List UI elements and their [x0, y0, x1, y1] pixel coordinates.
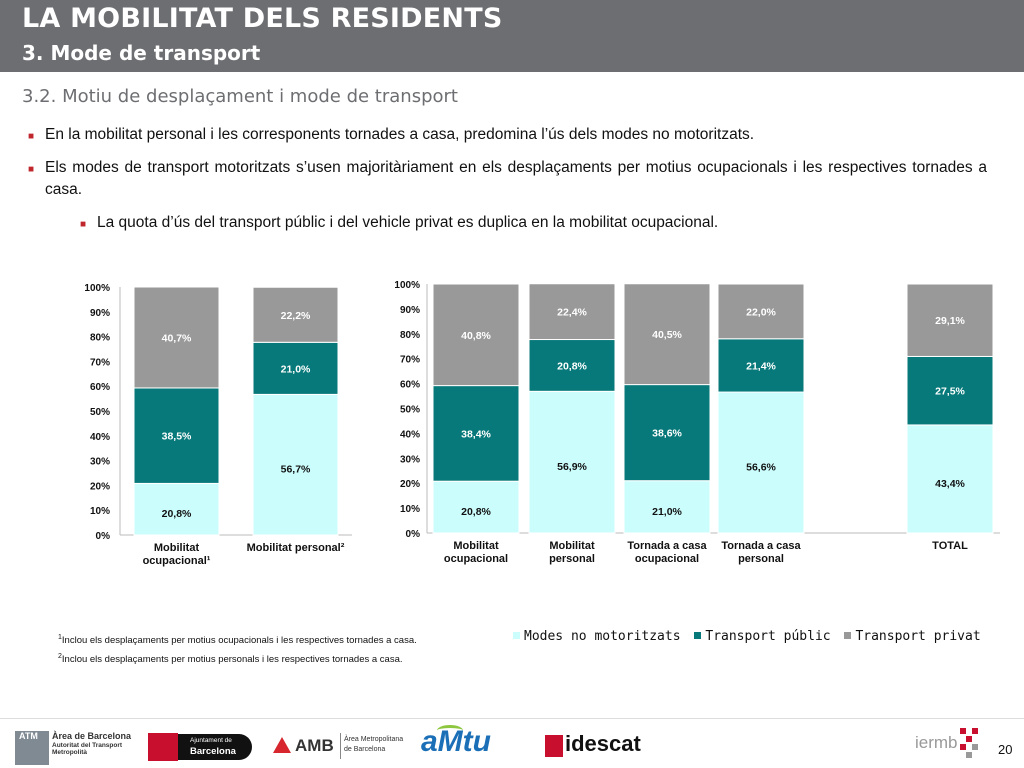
ajuntament-logo: Ajuntament de Barcelona [148, 725, 253, 765]
bar-segment [133, 286, 220, 389]
atm-line3: Metropolità [52, 749, 88, 756]
bullet-item: ■ En la mobilitat personal i les corresp… [28, 124, 995, 146]
bullet-square-icon: ■ [80, 219, 87, 230]
chart-legend: Modes no motoritzats Transport públic Tr… [513, 629, 987, 644]
footnote: 1Inclou els desplaçaments per motius ocu… [58, 634, 417, 646]
category-label: Mobilitat personal² [247, 542, 345, 554]
page-number: 20 [998, 742, 1013, 757]
y-tick-label: 60% [90, 382, 110, 393]
y-tick-label: 20% [90, 481, 110, 492]
y-tick-label: 70% [90, 357, 110, 368]
amb-triangle-icon [273, 737, 291, 753]
y-tick-label: 80% [90, 333, 110, 344]
y-tick-label: 90% [90, 308, 110, 319]
legend-swatch [694, 632, 702, 639]
data-label: 20,8% [162, 508, 192, 520]
footnote: 2Inclou els desplaçaments per motius per… [58, 653, 403, 665]
iermb-logo: iermb [915, 725, 985, 765]
bullet-text: La quota d’ús del transport públic i del… [97, 214, 719, 231]
page-title: LA MOBILITAT DELS RESIDENTS [22, 3, 503, 34]
page-subtitle: 3. Mode de transport [22, 41, 261, 65]
footnote-mark: 2 [58, 653, 62, 660]
header-bar: LA MOBILITAT DELS RESIDENTS 3. Mode de t… [0, 0, 1024, 72]
section-title: 3.2. Motiu de desplaçament i mode de tra… [22, 86, 458, 107]
iermb-name: iermb [915, 733, 958, 752]
atm-badge: ATM [19, 731, 38, 741]
bullet-square-icon: ■ [28, 131, 35, 142]
amtu-logo: aMtu [421, 725, 541, 765]
footnote-text: Inclou els desplaçaments per motius ocup… [61, 635, 417, 647]
amb-logo: AMB Àrea Metropolitana de Barcelona [273, 725, 403, 765]
footnote-text: Inclou els desplaçaments per motius pers… [61, 654, 403, 666]
ajuntament-shield-icon [148, 733, 178, 761]
y-tick-label: 50% [90, 407, 110, 418]
atm-logo: ATM Àrea de Barcelona Autoritat del Tran… [15, 725, 131, 765]
amb-line2: de Barcelona [344, 746, 386, 753]
footer-divider [0, 718, 1024, 719]
atm-line1: Àrea de Barcelona [52, 731, 132, 741]
legend-item-public: Transport públic [694, 629, 831, 644]
data-label: 40,7% [162, 332, 192, 344]
bar-segment [252, 341, 339, 395]
footnote-mark: 1 [58, 634, 62, 641]
category-label: ocupacional¹ [143, 555, 211, 567]
y-tick-label: 100% [84, 283, 110, 294]
amb-name: AMB [295, 736, 334, 755]
ajuntament-line1: Ajuntament de [190, 737, 232, 744]
ajuntament-logo-bar [178, 734, 252, 760]
legend-label: Transport públic [705, 629, 831, 644]
bar-segment [133, 387, 220, 484]
y-tick-label: 30% [90, 457, 110, 468]
bar-segment [133, 482, 220, 536]
legend-label: Transport privat [855, 629, 981, 644]
bullet-item: ■ La quota d’ús del transport públic i d… [80, 212, 977, 234]
amtu-swoosh-icon [437, 725, 463, 736]
ajuntament-line2: Barcelona [190, 746, 236, 757]
legend-swatch [844, 632, 852, 639]
legend-item-privat: Transport privat [844, 629, 981, 644]
category-label: Mobilitat [154, 542, 200, 554]
legend-swatch [513, 632, 520, 639]
bar-segment [252, 393, 339, 536]
y-tick-label: 40% [90, 432, 110, 443]
atm-line2: Autoritat del Transport [52, 742, 123, 749]
amb-line1: Àrea Metropolitana [344, 736, 404, 743]
data-label: 22,2% [281, 310, 311, 322]
idescat-mark-icon [545, 735, 563, 757]
idescat-logo: idescat [545, 725, 650, 765]
legend-item-no-motoritzats: Modes no motoritzats [513, 629, 681, 644]
legend-label: Modes no motoritzats [524, 629, 681, 644]
bullet-square-icon: ■ [28, 164, 35, 175]
bullet-text: Els modes de transport motoritzats s’use… [45, 159, 987, 198]
amb-divider [340, 733, 341, 759]
bar-segment [252, 286, 339, 343]
data-label: 21,0% [281, 363, 311, 375]
bullet-item: ■ Els modes de transport motoritzats s’u… [28, 157, 987, 201]
idescat-name: idescat [565, 731, 641, 756]
bullet-text: En la mobilitat personal i les correspon… [45, 126, 755, 143]
y-tick-label: 10% [90, 506, 110, 517]
atm-logo-block [15, 731, 49, 765]
iermb-grid-icon [960, 728, 980, 758]
data-label: 38,5% [162, 431, 192, 443]
y-tick-label: 0% [96, 531, 111, 542]
data-label: 56,7% [281, 464, 311, 476]
